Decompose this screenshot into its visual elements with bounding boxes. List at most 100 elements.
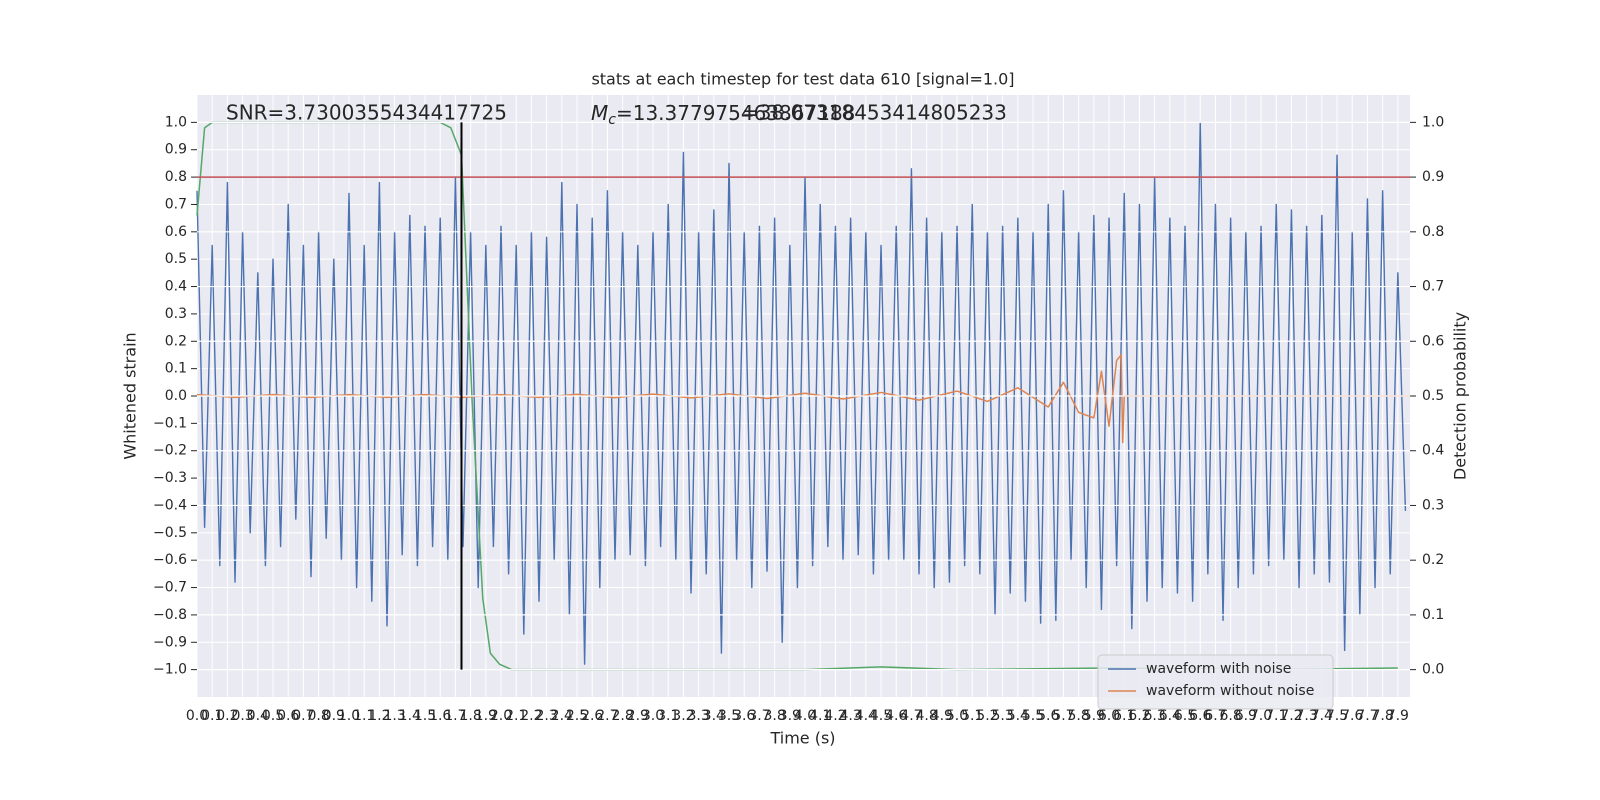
x-tick-label: 7.3 bbox=[1296, 708, 1318, 724]
x-tick-label: 4.4 bbox=[855, 708, 877, 724]
x-tick-label: 7.0 bbox=[1250, 708, 1272, 724]
y-tick-label: 0.2 bbox=[165, 333, 187, 349]
x-tick-label: 0.3 bbox=[231, 708, 253, 724]
x-tick-label: 0.8 bbox=[307, 708, 329, 724]
y2-tick-label: 0.8 bbox=[1422, 224, 1444, 240]
x-tick-label: 1.6 bbox=[429, 708, 451, 724]
x-tick-label: 4.5 bbox=[870, 708, 892, 724]
x-tick-label: 3.7 bbox=[748, 708, 770, 724]
x-tick-label: 6.5 bbox=[1174, 708, 1196, 724]
x-tick-label: 6.4 bbox=[1159, 708, 1181, 724]
x-tick-label: 3.4 bbox=[703, 708, 725, 724]
y-tick-label: 0.1 bbox=[165, 361, 187, 377]
x-tick-label: 7.7 bbox=[1356, 708, 1378, 724]
overlap-annotation: =38.07318453414805233 bbox=[742, 101, 1007, 125]
x-tick-label: 6.6 bbox=[1189, 708, 1211, 724]
y-tick-label: −0.6 bbox=[153, 552, 187, 568]
x-tick-label: 3.0 bbox=[642, 708, 664, 724]
x-tick-label: 4.2 bbox=[824, 708, 846, 724]
x-tick-label: 2.0 bbox=[490, 708, 512, 724]
x-tick-label: 7.6 bbox=[1341, 708, 1363, 724]
x-tick-label: 5.6 bbox=[1037, 708, 1059, 724]
x-tick-label: 4.3 bbox=[839, 708, 861, 724]
x-tick-label: 4.6 bbox=[885, 708, 907, 724]
x-tick-label: 4.7 bbox=[900, 708, 922, 724]
x-tick-label: 5.2 bbox=[976, 708, 998, 724]
x-tick-label: 6.8 bbox=[1220, 708, 1242, 724]
x-tick-label: 6.2 bbox=[1128, 708, 1150, 724]
x-tick-label: 5.4 bbox=[1007, 708, 1029, 724]
x-tick-label: 4.0 bbox=[794, 708, 816, 724]
x-tick-label: 7.5 bbox=[1326, 708, 1348, 724]
overlay-layer: waveform with noise waveform without nois… bbox=[197, 121, 1410, 710]
x-tick-label: 6.3 bbox=[1143, 708, 1165, 724]
y-tick-label: 0.8 bbox=[165, 169, 187, 185]
x-tick-label: 0.0 bbox=[186, 708, 208, 724]
y-tick-label: 0.7 bbox=[165, 196, 187, 212]
y2-tick-label: 0.5 bbox=[1422, 388, 1444, 404]
x-tick-label: 1.8 bbox=[459, 708, 481, 724]
x-tick-label: 5.1 bbox=[961, 708, 983, 724]
x-tick-label: 2.2 bbox=[520, 708, 542, 724]
x-tick-label: 3.9 bbox=[779, 708, 801, 724]
y2-tick-label: 0.6 bbox=[1422, 333, 1444, 349]
x-tick-label: 5.7 bbox=[1052, 708, 1074, 724]
x-tick-label: 0.1 bbox=[201, 708, 223, 724]
x-tick-label: 0.2 bbox=[216, 708, 238, 724]
x-tick-label: 7.1 bbox=[1265, 708, 1287, 724]
x-tick-label: 0.9 bbox=[323, 708, 345, 724]
x-tick-label: 7.9 bbox=[1387, 708, 1409, 724]
y-tick-label: 0.5 bbox=[165, 251, 187, 267]
y2-tick-label: 0.1 bbox=[1422, 607, 1444, 623]
x-tick-label: 1.3 bbox=[383, 708, 405, 724]
y-tick-label: 0.9 bbox=[165, 142, 187, 158]
mc-annotation: Mc=13.377975463867188 bbox=[591, 101, 855, 129]
legend-box bbox=[1097, 654, 1334, 710]
legend-label: waveform without noise bbox=[1146, 683, 1314, 699]
chart-title: stats at each timestep for test data 610… bbox=[591, 70, 1014, 89]
y-tick-label: 0.0 bbox=[165, 388, 187, 404]
y2-tick-label: 0.4 bbox=[1422, 443, 1444, 459]
x-tick-label: 3.6 bbox=[733, 708, 755, 724]
x-tick-label: 6.0 bbox=[1098, 708, 1120, 724]
x-tick-label: 4.1 bbox=[809, 708, 831, 724]
x-tick-label: 1.0 bbox=[338, 708, 360, 724]
y-tick-label: 0.4 bbox=[165, 279, 187, 295]
y-tick-label: −0.5 bbox=[153, 525, 187, 541]
y-tick-label: −0.8 bbox=[153, 607, 187, 623]
x-tick-label: 3.5 bbox=[718, 708, 740, 724]
y2-axis-label: Detection probability bbox=[1451, 312, 1470, 480]
x-tick-label: 4.9 bbox=[931, 708, 953, 724]
legend-label: waveform with noise bbox=[1146, 661, 1291, 677]
x-tick-label: 4.8 bbox=[915, 708, 937, 724]
y2-tick-label: 0.2 bbox=[1422, 552, 1444, 568]
y-tick-label: −0.3 bbox=[153, 470, 187, 486]
x-axis-label: Time (s) bbox=[769, 729, 835, 748]
x-tick-label: 0.6 bbox=[277, 708, 299, 724]
x-tick-label: 1.2 bbox=[368, 708, 390, 724]
x-tick-label: 6.7 bbox=[1204, 708, 1226, 724]
x-tick-label: 2.3 bbox=[535, 708, 557, 724]
x-tick-label: 7.8 bbox=[1372, 708, 1394, 724]
y-axis-label: Whitened strain bbox=[121, 332, 140, 459]
x-tick-label: 0.7 bbox=[292, 708, 314, 724]
x-tick-label: 1.7 bbox=[444, 708, 466, 724]
x-tick-label: 5.5 bbox=[1022, 708, 1044, 724]
y-tick-label: −0.4 bbox=[153, 497, 187, 513]
y-tick-label: 1.0 bbox=[165, 114, 187, 130]
x-tick-label: 2.4 bbox=[551, 708, 573, 724]
x-tick-label: 2.7 bbox=[596, 708, 618, 724]
x-tick-label: 3.3 bbox=[687, 708, 709, 724]
y-tick-label: −0.2 bbox=[153, 443, 187, 459]
x-tick-label: 5.0 bbox=[946, 708, 968, 724]
x-tick-label: 1.5 bbox=[414, 708, 436, 724]
x-tick-label: 5.8 bbox=[1067, 708, 1089, 724]
x-tick-label: 0.5 bbox=[262, 708, 284, 724]
x-tick-label: 2.1 bbox=[505, 708, 527, 724]
y-tick-label: −0.1 bbox=[153, 415, 187, 431]
x-tick-label: 7.2 bbox=[1280, 708, 1302, 724]
y-tick-label: 0.6 bbox=[165, 224, 187, 240]
y2-tick-label: 0.0 bbox=[1422, 662, 1444, 678]
